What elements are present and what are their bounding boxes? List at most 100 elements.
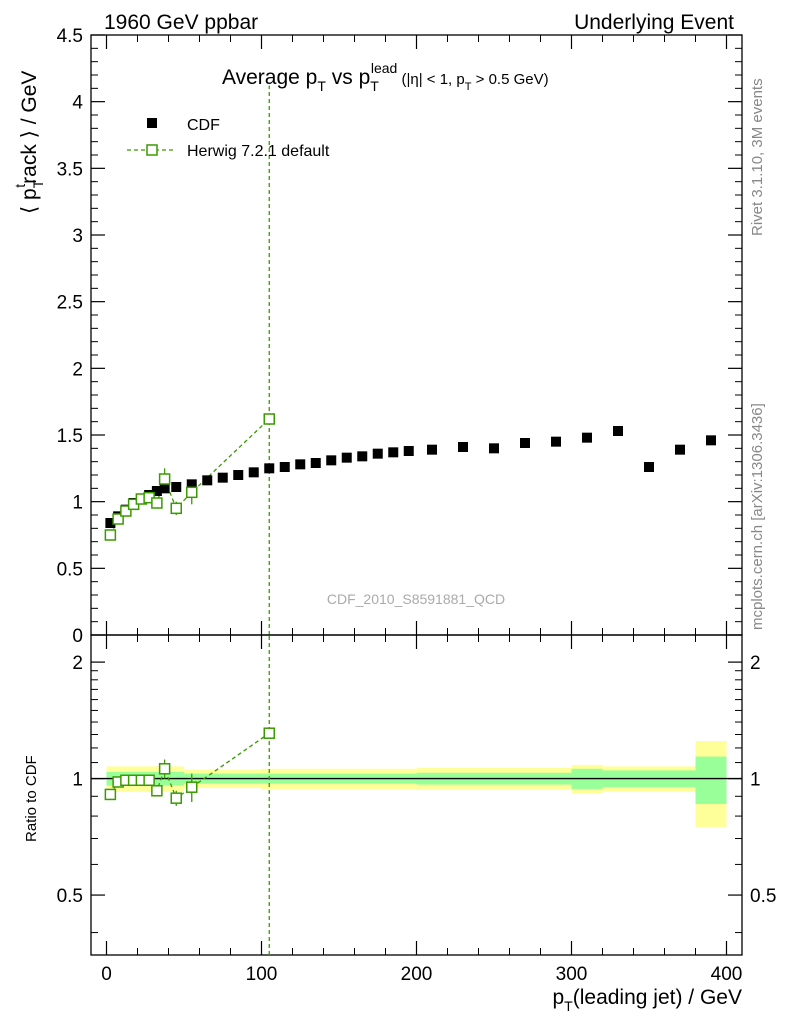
herwig-point xyxy=(120,505,132,517)
main-ytick-label: 2.5 xyxy=(57,293,83,314)
ratio-ytick-label: 1 xyxy=(72,770,83,791)
ratio-herwig-point xyxy=(263,727,275,739)
main-ytick-label: 4.5 xyxy=(57,26,83,47)
cdf-point xyxy=(171,482,182,492)
cdf-point xyxy=(186,479,197,490)
cdf-point xyxy=(551,436,561,447)
cdf-point xyxy=(295,459,306,470)
ratio-xtick-label: 400 xyxy=(711,964,743,985)
cdf-point xyxy=(217,472,228,483)
mcplots-label: mcplots.cern.ch [arXiv:1306.3436] xyxy=(749,403,766,630)
ratio-xtick-label: 0 xyxy=(101,964,112,985)
cdf-point xyxy=(357,451,368,462)
legend: CDF Herwig 7.2.1 default xyxy=(127,117,330,160)
ratio-herwig-point xyxy=(104,788,117,801)
main-title-a: Average p xyxy=(222,66,317,89)
cdf-point xyxy=(326,455,337,466)
main-ylabel: ⟨ pTtrack ⟩ / GeV xyxy=(12,71,46,214)
cdf-point xyxy=(458,442,468,452)
ratio-marks xyxy=(104,635,275,955)
main-ytick-label: 4 xyxy=(72,93,83,114)
legend-herwig-marker xyxy=(146,144,158,156)
main-title-sup: lead xyxy=(371,60,397,76)
herwig-point xyxy=(170,502,182,515)
ratio-xtick-label: 200 xyxy=(401,964,433,985)
cdf-point xyxy=(520,438,530,448)
ratio-xtick-label: 100 xyxy=(246,964,278,985)
main-ytick-label: 1.5 xyxy=(57,426,83,447)
cdf-point xyxy=(675,444,685,455)
cdf-point xyxy=(706,435,716,446)
ratio-ytick-label-right: 0.5 xyxy=(750,886,776,907)
ratio-ylabel: Ratio to CDF xyxy=(23,755,40,842)
herwig-point xyxy=(151,497,163,509)
ratio-xtick-label: 300 xyxy=(556,964,588,985)
main-ytick-label: 0.5 xyxy=(57,559,83,580)
ratio-ytick-label-right: 2 xyxy=(750,653,761,674)
herwig-line xyxy=(109,418,270,536)
cdf-point xyxy=(403,446,414,456)
ratio-herwig-point xyxy=(186,781,198,793)
ratio-band-inner xyxy=(695,756,727,804)
main-panel: 00.511.522.533.544.5 Average pT vs pTlea… xyxy=(12,26,743,647)
ratio-panel: 0.5 0.5 1 1 2 2 0 100 200 300 400 Ratio to CDF pT(… xyxy=(23,634,776,1014)
main-ylabel-sup: t xyxy=(12,184,28,188)
cdf-point xyxy=(159,483,170,494)
main-ytick-label: 2 xyxy=(72,359,83,380)
main-ylabel-sub: T xyxy=(30,179,46,188)
main-title-sub1: T xyxy=(317,78,326,94)
header-left: 1960 GeV ppbar xyxy=(104,11,258,34)
main-ytick-label: 3.5 xyxy=(57,159,83,180)
cdf-point xyxy=(202,475,213,486)
main-title-c: (|η| < 1, p xyxy=(397,71,464,88)
cdf-point xyxy=(341,452,352,463)
main-ytick-label: 0 xyxy=(72,626,83,647)
cdf-point xyxy=(264,463,275,474)
cdf-point xyxy=(310,458,321,468)
cdf-point xyxy=(489,443,499,454)
ratio-ytick-label: 0.5 xyxy=(57,886,83,907)
herwig-point xyxy=(263,413,275,425)
ratio-frame xyxy=(90,634,743,956)
cdf-point xyxy=(388,447,399,458)
header-right: Underlying Event xyxy=(574,11,734,34)
main-title: Average pT vs pTlead (|η| < 1, pT > 0.5 … xyxy=(222,60,549,94)
main-title-sub3: T xyxy=(465,81,472,93)
herwig-point xyxy=(104,529,117,541)
rivet-label: Rivet 3.1.10, 3M events xyxy=(749,78,766,236)
cdf-point xyxy=(105,518,116,528)
ratio-xlabel-sub: T xyxy=(564,998,573,1014)
main-ylabel-a: ⟨ p xyxy=(18,188,41,214)
herwig-point xyxy=(112,513,124,525)
ratio-ytick-label: 2 xyxy=(72,653,83,674)
ratio-herwig-point xyxy=(151,785,163,797)
ratio-ytick-label-right: 1 xyxy=(750,770,761,791)
main-ytick-label: 1 xyxy=(72,493,83,514)
main-title-sub2: T xyxy=(370,78,379,94)
herwig-point xyxy=(158,473,171,485)
cdf-point xyxy=(233,470,244,480)
main-axes: 0 0.5 1 1.5 2 2.5 3 3.5 4 4.5 xyxy=(57,26,742,647)
cdf-point xyxy=(248,467,259,478)
legend-cdf-marker xyxy=(147,118,157,128)
legend-cdf-label: CDF xyxy=(187,117,220,134)
main-title-d: > 0.5 GeV) xyxy=(471,71,548,88)
main-title-b: vs p xyxy=(326,66,370,89)
herwig-point xyxy=(186,486,198,499)
legend-herwig-label: Herwig 7.2.1 default xyxy=(187,143,330,160)
ratio-xlabel-b: (leading jet) / GeV xyxy=(573,986,742,1009)
cdf-point xyxy=(372,448,383,459)
cdf-point xyxy=(427,444,437,455)
main-ytick-label: 3 xyxy=(72,226,83,247)
main-marks xyxy=(104,85,716,635)
cdf-point xyxy=(582,432,592,443)
cdf-point xyxy=(613,426,623,436)
cdf-point xyxy=(151,486,162,496)
ratio-herwig-point xyxy=(170,792,182,804)
analysis-id: CDF_2010_S8591881_QCD xyxy=(327,591,505,607)
ratio-xlabel-a: p xyxy=(552,986,564,1009)
ratio-herwig-point xyxy=(158,763,171,775)
cdf-point xyxy=(279,462,290,472)
main-ylabel-b: rack ⟩ / GeV xyxy=(18,71,41,184)
